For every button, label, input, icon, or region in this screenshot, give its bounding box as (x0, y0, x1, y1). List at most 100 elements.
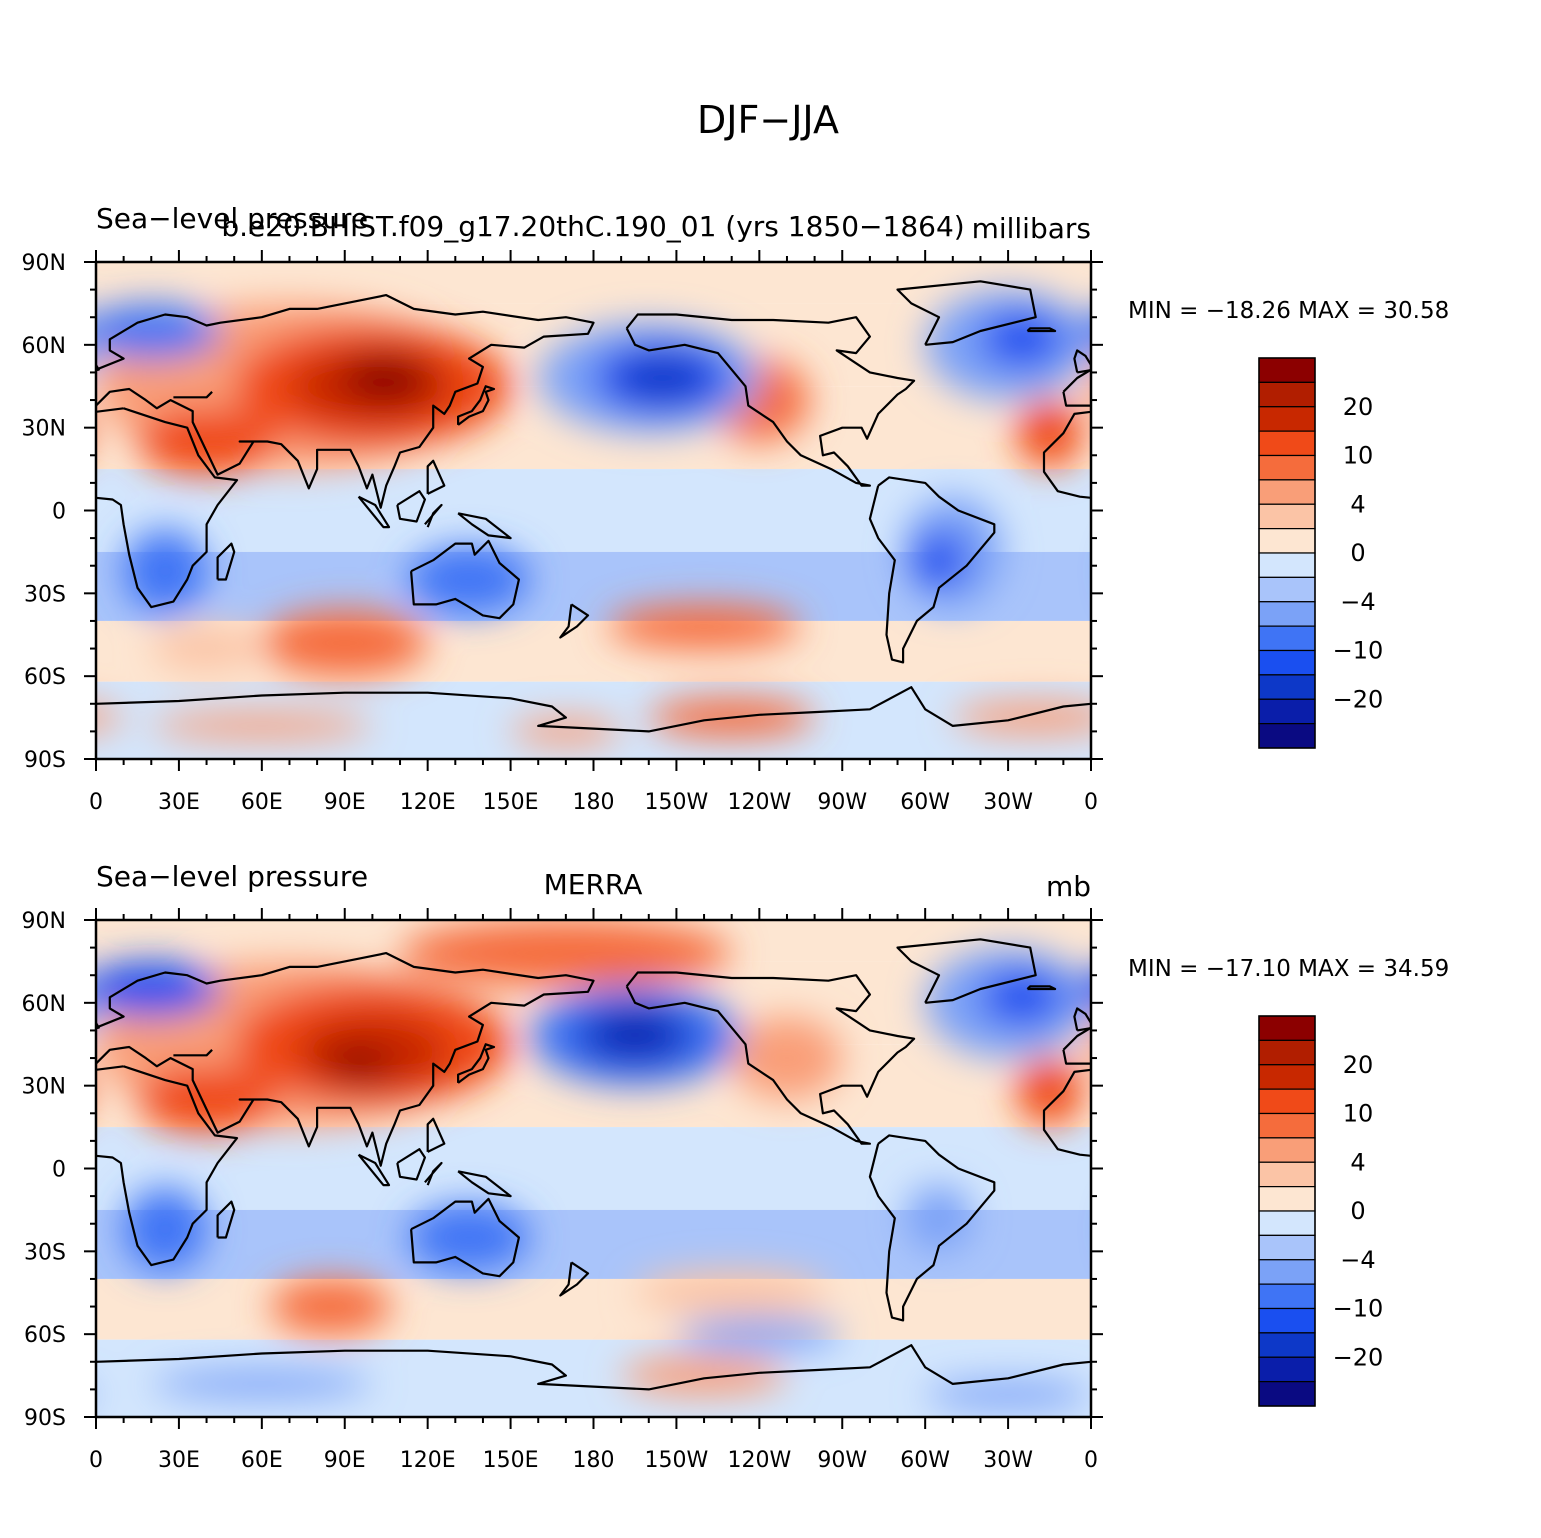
coastline (357, 495, 391, 529)
field-contour (96, 705, 124, 730)
coastline (1406, 1199, 1514, 1276)
coastline (1073, 1007, 1091, 1032)
colorbar-label: 20 (1343, 393, 1374, 421)
coastline (396, 1148, 426, 1181)
coastline (173, 391, 213, 399)
lon-tick-label: 60E (241, 790, 283, 815)
panel-left-title: Sea−level pressure (96, 860, 368, 893)
lon-tick-label: 150E (483, 1448, 539, 1473)
field-contour (952, 701, 1091, 735)
lon-tick-label: 150W (645, 790, 709, 815)
colorbar-label: 10 (1343, 1100, 1374, 1128)
colorbar-cell (1258, 1161, 1316, 1188)
colorbar-label: −20 (1333, 685, 1384, 713)
coastline (1073, 349, 1091, 374)
field-contour (925, 1381, 1091, 1409)
lon-tick-label: 90E (324, 790, 366, 815)
colorbar-cell (1258, 406, 1316, 432)
lon-tick-label: 120E (400, 790, 456, 815)
lat-tick-label: 30N (22, 417, 66, 442)
colorbar-cell (1258, 1039, 1316, 1066)
coastline (1168, 392, 1207, 398)
colorbar: 20 10 4 0 −4 −10 −20 (1258, 357, 1384, 749)
field-contour (96, 303, 221, 359)
field-contour (731, 1016, 843, 1100)
colorbar-cell (1258, 1064, 1316, 1090)
coastline (896, 938, 1037, 1004)
figure-title: DJF−JJA (697, 98, 839, 142)
field-contour (905, 1185, 973, 1252)
field-contour (408, 546, 530, 613)
field-contour (1119, 530, 1202, 613)
coastline (216, 1200, 236, 1239)
lat-tick-label: 60N (22, 992, 66, 1017)
lon-tick-label: 60W (900, 790, 950, 815)
field-band (96, 1278, 1091, 1340)
colorbar-cell (1258, 1186, 1316, 1212)
lat-tick-label: 60S (24, 665, 66, 690)
colorbar-frame (1258, 357, 1316, 749)
coastline (457, 1043, 496, 1084)
field-contour (1016, 1058, 1083, 1125)
colorbar-label: 4 (1350, 1148, 1365, 1176)
field-contour (408, 1204, 530, 1271)
colorbar-cell (1258, 698, 1316, 725)
coastline (868, 476, 996, 664)
field-contour (1016, 400, 1083, 467)
lat-tick-label: 90S (24, 1406, 66, 1431)
coastline (424, 503, 443, 528)
colorbar-cell (1258, 625, 1316, 652)
field-contour (1403, 1204, 1525, 1270)
coastline (896, 280, 1037, 346)
field-contour (0, 497, 8, 607)
lon-tick-label: 0 (1084, 1448, 1098, 1473)
coastline (96, 952, 595, 1167)
lat-tick-label: 30S (24, 1240, 66, 1265)
field-contour (1132, 408, 1270, 474)
field-contour (634, 1270, 829, 1315)
colorbar-cell (1258, 1112, 1316, 1139)
lon-tick-label: 30W (983, 790, 1033, 815)
coastline (457, 385, 496, 426)
map-panel-1 (0, 262, 1541, 759)
lon-tick-label: 150W (645, 1448, 709, 1473)
colorbar-cell (1258, 1015, 1316, 1041)
colorbar-label: −4 (1340, 588, 1375, 616)
coastline (1392, 1149, 1420, 1179)
coastline (173, 1049, 213, 1057)
field-contour (123, 1187, 207, 1271)
coastline (457, 512, 512, 540)
coastline (96, 1065, 239, 1267)
colorbar-cell (1258, 454, 1316, 481)
coastline (96, 686, 1091, 733)
lon-tick-label: 30W (983, 1448, 1033, 1473)
coastline (625, 313, 916, 487)
colorbar-cell (1258, 430, 1316, 457)
lat-tick-label: 60N (22, 334, 66, 359)
coastline (426, 1117, 446, 1153)
colorbar-cell (1258, 552, 1316, 578)
lon-tick-label: 90E (324, 1448, 366, 1473)
min-max-label: MIN = −18.26 MAX = 30.58 (1128, 298, 1449, 324)
coastline (32, 328, 60, 331)
colorbar-cell (1258, 1234, 1316, 1261)
colorbar-cell (1258, 576, 1316, 603)
colorbar-cell (1258, 1307, 1316, 1334)
coastline (396, 490, 426, 523)
field-contour (510, 717, 622, 746)
colorbar-cell (1258, 649, 1316, 676)
colorbar-cell (1258, 1332, 1316, 1358)
lon-tick-label: 180 (573, 790, 615, 815)
field-contour (1525, 986, 1541, 1085)
field-contour (1533, 323, 1541, 433)
coastline (1392, 491, 1420, 521)
coastline (1423, 1119, 1440, 1152)
lon-tick-label: 0 (89, 1448, 103, 1473)
coastline (410, 1197, 520, 1278)
panel-center-title: b.e20.BHIST.f09_g17.20thC.190_01 (yrs 18… (221, 210, 964, 243)
field-contour (607, 604, 801, 649)
min-max-label: MIN = −17.10 MAX = 34.59 (1128, 956, 1449, 982)
panel-units: mb (1046, 870, 1091, 903)
colorbar-cell (1258, 1210, 1316, 1236)
